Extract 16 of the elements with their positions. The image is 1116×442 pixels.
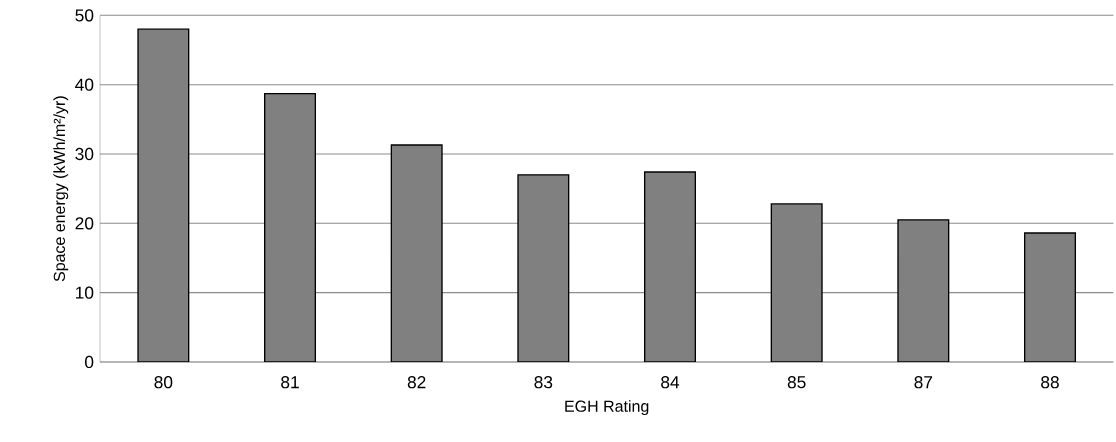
x-tick-label: 81	[281, 376, 299, 389]
x-tick-label: 84	[661, 376, 680, 389]
x-tick-label: 82	[407, 376, 426, 389]
x-tick-label: 83	[534, 376, 553, 389]
y-tick-label: 40	[75, 78, 94, 91]
x-axis-title: EGH Rating	[565, 400, 649, 416]
x-tick-label: 85	[787, 376, 806, 389]
y-tick-label: 0	[85, 355, 94, 369]
y-tick-label: 30	[75, 147, 94, 161]
y-axis-title: Space energy (kWh/m²/yr)	[53, 96, 69, 282]
x-tick-label: 87	[914, 376, 933, 389]
y-tick-label: 20	[75, 217, 94, 230]
x-tick-label: 80	[154, 376, 173, 389]
y-tick-label: 50	[75, 9, 94, 22]
x-tick-label: 88	[1041, 376, 1059, 389]
y-tick-label: 10	[76, 286, 94, 299]
